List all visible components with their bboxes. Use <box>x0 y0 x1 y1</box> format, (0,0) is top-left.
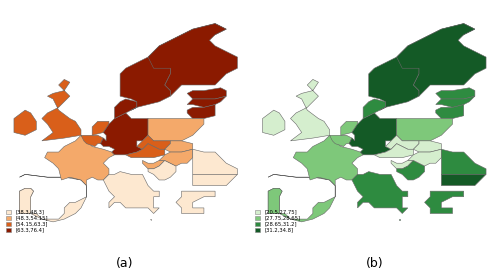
Polygon shape <box>374 144 414 158</box>
Polygon shape <box>424 191 464 214</box>
Polygon shape <box>176 191 215 214</box>
Polygon shape <box>192 149 238 174</box>
Polygon shape <box>414 141 442 152</box>
Polygon shape <box>436 88 475 99</box>
Polygon shape <box>442 149 486 174</box>
Text: (a): (a) <box>116 257 134 270</box>
Polygon shape <box>92 121 109 135</box>
Polygon shape <box>142 160 165 169</box>
Polygon shape <box>368 23 475 110</box>
Polygon shape <box>363 99 386 119</box>
Polygon shape <box>396 119 452 141</box>
Polygon shape <box>100 138 106 144</box>
Polygon shape <box>268 188 282 214</box>
Polygon shape <box>150 218 152 220</box>
Polygon shape <box>268 174 335 222</box>
Polygon shape <box>148 119 204 141</box>
Polygon shape <box>187 88 226 99</box>
Polygon shape <box>44 135 114 185</box>
Polygon shape <box>396 160 424 180</box>
Polygon shape <box>148 160 176 180</box>
Polygon shape <box>104 172 159 214</box>
Polygon shape <box>20 188 34 214</box>
Polygon shape <box>159 149 192 166</box>
Polygon shape <box>290 79 330 141</box>
Polygon shape <box>349 113 397 155</box>
Polygon shape <box>391 160 413 169</box>
Polygon shape <box>148 23 238 96</box>
Polygon shape <box>42 79 81 141</box>
Polygon shape <box>352 172 408 214</box>
Polygon shape <box>341 121 357 135</box>
Polygon shape <box>436 96 475 107</box>
Polygon shape <box>330 135 352 146</box>
Polygon shape <box>114 99 137 119</box>
Polygon shape <box>442 174 486 185</box>
Polygon shape <box>294 135 363 185</box>
Polygon shape <box>386 135 419 149</box>
Polygon shape <box>20 174 86 222</box>
Polygon shape <box>497 222 500 227</box>
Polygon shape <box>137 135 170 149</box>
Polygon shape <box>248 222 260 227</box>
Polygon shape <box>165 141 192 152</box>
Legend: [20.5,27.75], [27.75,28.65], [28.65,31.2], [31.2,34.8]: [20.5,27.75], [27.75,28.65], [28.65,31.2… <box>254 209 300 233</box>
Text: (b): (b) <box>366 257 384 270</box>
Polygon shape <box>126 144 165 158</box>
Polygon shape <box>120 23 226 110</box>
Polygon shape <box>436 104 464 119</box>
Polygon shape <box>262 110 285 135</box>
Polygon shape <box>396 23 486 96</box>
Polygon shape <box>408 149 442 166</box>
Polygon shape <box>81 135 104 146</box>
Polygon shape <box>349 138 355 144</box>
Polygon shape <box>187 104 215 119</box>
Polygon shape <box>187 96 226 107</box>
Polygon shape <box>100 113 148 155</box>
Polygon shape <box>399 218 400 220</box>
Polygon shape <box>14 110 36 135</box>
Polygon shape <box>192 174 238 185</box>
Legend: [38.3,48.3], [48.3,54.15], [54.15,63.3], [63.3,76.4]: [38.3,48.3], [48.3,54.15], [54.15,63.3],… <box>6 209 48 233</box>
